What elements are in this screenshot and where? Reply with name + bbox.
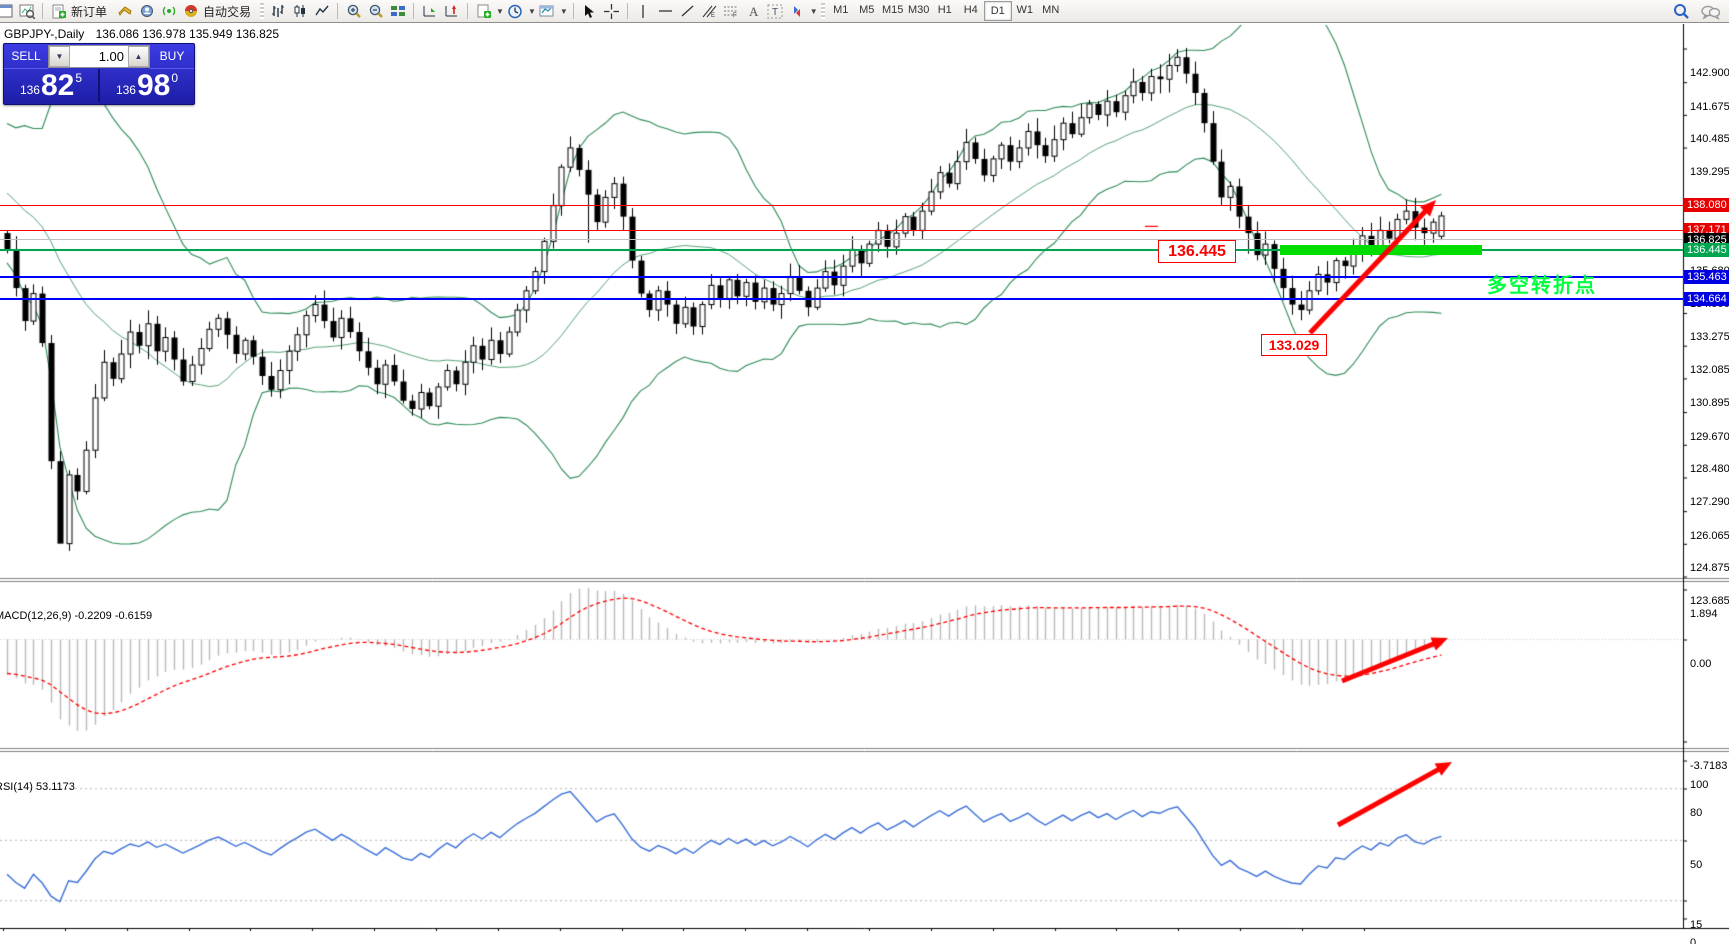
separator [626, 3, 628, 19]
volume-down-button[interactable]: ▼ [49, 46, 70, 67]
buy-price-prefix: 136 [115, 83, 136, 97]
chart-window: 142.900 141.675 140.485 139.295 135.680 134.5… [0, 24, 1729, 944]
buy-button[interactable]: BUY [150, 44, 194, 69]
sell-price-prefix: 136 [19, 83, 40, 97]
timeframe-h1[interactable]: H1 [937, 4, 952, 16]
fibonacci-icon[interactable]: F [721, 2, 742, 21]
sell-price-big: 82 [40, 69, 75, 102]
separator [42, 3, 43, 19]
vertical-line-icon[interactable] [633, 2, 654, 21]
chart-preview-icon[interactable] [16, 2, 37, 21]
timeframe-m1[interactable]: M1 [833, 4, 849, 16]
volume-up-button[interactable]: ▲ [128, 46, 149, 67]
separator [572, 3, 574, 19]
toolbar-grip [820, 3, 825, 19]
buy-price-big: 98 [136, 69, 171, 102]
timeframe-m30[interactable]: M30 [908, 4, 930, 16]
arrows-caret-icon[interactable]: ▼ [809, 6, 818, 16]
cn-annotation-text[interactable]: 多空转折点 [1487, 275, 1597, 297]
new-order-button[interactable]: 新订单 [71, 4, 108, 19]
periods-clock-icon[interactable] [505, 2, 526, 21]
svg-text:A: A [749, 4, 759, 18]
sell-button[interactable]: SELL [4, 44, 48, 69]
equidistant-channel-icon[interactable]: E [699, 2, 720, 21]
tile-windows-icon[interactable] [387, 2, 408, 21]
autotrading-button[interactable]: 自动交易 [203, 4, 252, 19]
timeframe-m5[interactable]: M5 [859, 4, 875, 16]
data-window-icon[interactable] [136, 2, 157, 21]
volume-input[interactable]: 1.00 [98, 49, 124, 64]
autotrading-icon[interactable] [180, 2, 201, 21]
market-watch-icon[interactable] [114, 2, 135, 21]
svg-text:E: E [711, 13, 715, 18]
timeframe-h4[interactable]: H4 [963, 4, 978, 16]
price-level-label-136445[interactable]: 136.445 [1158, 240, 1236, 263]
signals-icon[interactable] [158, 2, 179, 21]
separator [413, 3, 415, 19]
symbol-period-label: GBPJPY-,Daily [4, 27, 85, 41]
chart-title: GBPJPY-,Daily 136.086 136.978 135.949 13… [4, 27, 279, 41]
trendline-icon[interactable] [677, 2, 698, 21]
one-click-trading-panel: SELL ▼ 1.00 ▲ BUY 136 82 5 136 98 [3, 43, 195, 105]
new-order-icon[interactable] [48, 2, 69, 21]
zoom-in-icon[interactable] [343, 2, 364, 21]
timeframe-w1[interactable]: W1 [1016, 4, 1033, 16]
volume-box: ▼ 1.00 ▲ [48, 45, 150, 68]
support-zone-band[interactable] [1280, 245, 1482, 255]
search-icon[interactable] [1671, 2, 1692, 21]
ohlc-values: 136.086 136.978 135.949 136.825 [95, 27, 280, 41]
price-low-label-133029[interactable]: 133.029 [1261, 334, 1327, 356]
line-chart-icon[interactable] [311, 2, 332, 21]
window-icon[interactable] [0, 2, 15, 21]
timeframe-bar: M1 M5 M15 M30 H1 H4 D1 W1 MN [828, 1, 1064, 21]
crosshair-icon[interactable] [601, 2, 622, 21]
macd-indicator-label: MACD(12,26,9) -0.2209 -0.6159 [0, 610, 153, 622]
buy-price[interactable]: 136 98 0 [100, 69, 194, 102]
chart-canvas[interactable] [0, 24, 1729, 944]
indicators-caret-icon[interactable]: ▼ [496, 6, 504, 16]
bar-chart-icon[interactable] [267, 2, 288, 21]
indicators-add-icon[interactable] [473, 2, 494, 21]
toolbar: 新订单 自动交易 ▼ [0, 0, 1729, 23]
horizontal-line-icon[interactable] [655, 2, 676, 21]
separator [337, 3, 339, 19]
toolbar-grip [260, 3, 265, 19]
svg-text:T: T [772, 7, 778, 18]
timeframe-mn[interactable]: MN [1042, 4, 1060, 16]
sell-price[interactable]: 136 82 5 [4, 69, 98, 102]
separator [467, 3, 469, 19]
periods-caret-icon[interactable]: ▼ [527, 6, 536, 16]
text-label-icon[interactable]: T [765, 2, 786, 21]
chat-icon[interactable] [1700, 2, 1721, 21]
sell-price-sup: 5 [75, 71, 83, 85]
cursor-icon[interactable] [579, 2, 600, 21]
templates-caret-icon[interactable]: ▼ [559, 6, 568, 16]
zoom-out-icon[interactable] [365, 2, 386, 21]
auto-arrange-icon[interactable] [419, 2, 440, 21]
candlestick-chart-icon[interactable] [289, 2, 310, 21]
text-icon[interactable]: A [743, 2, 764, 21]
svg-text:F: F [733, 13, 737, 18]
templates-icon[interactable] [537, 2, 558, 21]
rsi-indicator-label: RSI(14) 53.1173 [0, 781, 75, 793]
arrows-objects-icon[interactable] [787, 2, 808, 21]
timeframe-d1[interactable]: D1 [983, 1, 1012, 21]
buy-price-sup: 0 [171, 71, 179, 85]
timeframe-m15[interactable]: M15 [882, 4, 904, 16]
chart-shift-icon[interactable] [441, 2, 462, 21]
